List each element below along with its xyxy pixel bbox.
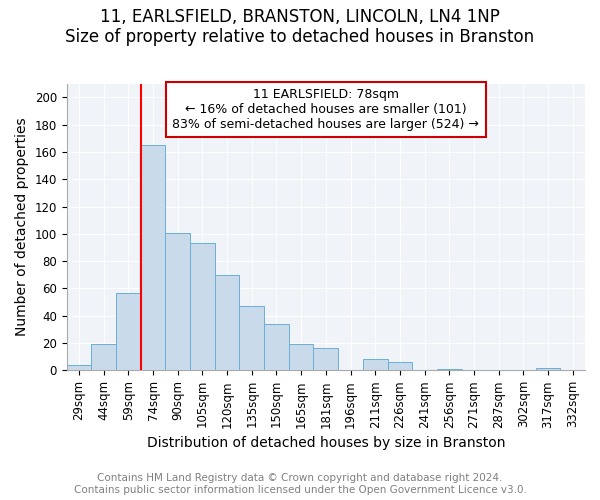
- Bar: [166, 232, 190, 370]
- Bar: [437, 369, 461, 370]
- Bar: [388, 362, 412, 370]
- X-axis label: Distribution of detached houses by size in Branston: Distribution of detached houses by size …: [146, 436, 505, 450]
- Bar: [91, 344, 116, 370]
- Text: 11 EARLSFIELD: 78sqm
← 16% of detached houses are smaller (101)
83% of semi-deta: 11 EARLSFIELD: 78sqm ← 16% of detached h…: [172, 88, 479, 131]
- Bar: [116, 292, 141, 370]
- Bar: [313, 348, 338, 370]
- Bar: [67, 365, 91, 370]
- Bar: [239, 306, 264, 370]
- Bar: [190, 244, 215, 370]
- Text: 11, EARLSFIELD, BRANSTON, LINCOLN, LN4 1NP
Size of property relative to detached: 11, EARLSFIELD, BRANSTON, LINCOLN, LN4 1…: [65, 8, 535, 46]
- Bar: [363, 360, 388, 370]
- Bar: [141, 145, 166, 370]
- Bar: [289, 344, 313, 370]
- Bar: [536, 368, 560, 370]
- Y-axis label: Number of detached properties: Number of detached properties: [15, 118, 29, 336]
- Bar: [215, 275, 239, 370]
- Bar: [264, 324, 289, 370]
- Text: Contains HM Land Registry data © Crown copyright and database right 2024.
Contai: Contains HM Land Registry data © Crown c…: [74, 474, 526, 495]
